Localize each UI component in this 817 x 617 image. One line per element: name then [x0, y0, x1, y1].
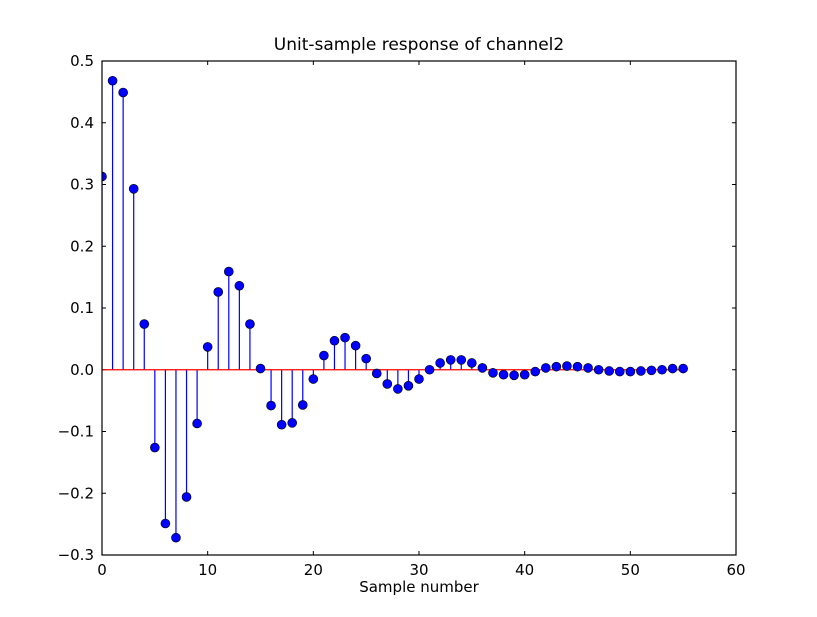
x-tick-label: 0	[97, 561, 107, 579]
y-tick-label: 0.2	[70, 237, 94, 255]
y-tick-label: 0.0	[70, 361, 94, 379]
stem-marker	[118, 87, 128, 98]
stem-marker	[562, 361, 572, 371]
stem-marker	[234, 280, 245, 291]
stem-marker	[276, 419, 287, 430]
stem-marker	[102, 171, 107, 182]
plot-area: 0 10 20 30 40 50 60 −0.3 −0.2 −0.1 0.0 0.1 0.2 0.3 0.4…	[58, 52, 746, 579]
stem-marker	[519, 369, 530, 380]
stem-marker	[255, 363, 266, 374]
stem-marker	[340, 332, 350, 343]
y-tick-label: 0.1	[70, 299, 94, 317]
stem-marker	[667, 363, 678, 374]
y-tick-label: 0.4	[70, 114, 94, 132]
stem-marker	[224, 266, 234, 277]
stem-marker	[488, 368, 498, 378]
y-tick-label: 0.5	[70, 52, 94, 70]
stem-marker	[551, 361, 562, 372]
stem-marker	[160, 518, 171, 529]
stem-marker	[414, 374, 424, 384]
stem-marker	[297, 400, 308, 410]
y-tick-label: 0.3	[70, 176, 94, 194]
x-tick-label: 50	[621, 561, 640, 579]
stem-marker	[213, 287, 224, 297]
x-axis-label: Sample number	[359, 578, 479, 596]
stem-marker	[456, 355, 467, 365]
stem-marker	[445, 355, 456, 365]
stem-marker	[150, 442, 160, 453]
stem-marker	[424, 364, 435, 375]
stem-marker	[572, 361, 583, 372]
stem-marker	[509, 370, 519, 381]
stem-marker	[382, 379, 393, 389]
stem-marker	[530, 366, 541, 377]
y-tick-label: −0.2	[58, 484, 94, 502]
stem-marker	[192, 418, 202, 429]
stem-marker	[287, 418, 298, 428]
stem-marker	[593, 364, 604, 375]
stem-marker	[403, 381, 414, 391]
stem-marker	[467, 358, 477, 368]
stem-marker	[245, 319, 255, 329]
stem-marker	[498, 369, 509, 380]
stem-marker	[171, 532, 181, 543]
x-tick-label: 20	[304, 561, 323, 579]
y-tick-label: −0.1	[58, 423, 94, 441]
x-tick-label: 10	[198, 561, 217, 579]
stem-marker	[329, 335, 340, 346]
x-tick-label: 30	[409, 561, 428, 579]
stem-marker	[646, 365, 657, 376]
chart-title: Unit-sample response of channel2	[274, 35, 564, 55]
stem-marker	[107, 75, 118, 86]
stem-marker	[657, 364, 667, 375]
stem-marker	[361, 353, 371, 364]
x-tick-label: 40	[515, 561, 534, 579]
stem-marker	[583, 363, 593, 373]
stem-marker	[181, 492, 192, 502]
stem-marker	[308, 374, 319, 384]
y-tick-label: −0.3	[58, 546, 94, 564]
stem-marker	[319, 350, 329, 361]
stem-marker	[540, 363, 551, 373]
stem-marker	[636, 366, 646, 376]
x-tick-label: 60	[726, 561, 745, 579]
stem-marker	[477, 363, 488, 373]
stem-marker	[393, 384, 403, 394]
stem-marker	[614, 366, 625, 377]
stem-marker	[678, 363, 688, 374]
stem-marker	[350, 340, 361, 351]
stem-marker	[202, 342, 213, 352]
axes-frame	[101, 60, 737, 556]
stem-marker	[625, 366, 636, 377]
stem-marker	[604, 366, 615, 376]
stem-marker	[266, 400, 276, 411]
stem-marker	[139, 319, 150, 329]
stem-marker	[371, 368, 382, 379]
stem-marker	[435, 358, 445, 368]
stem-marker	[128, 184, 139, 194]
